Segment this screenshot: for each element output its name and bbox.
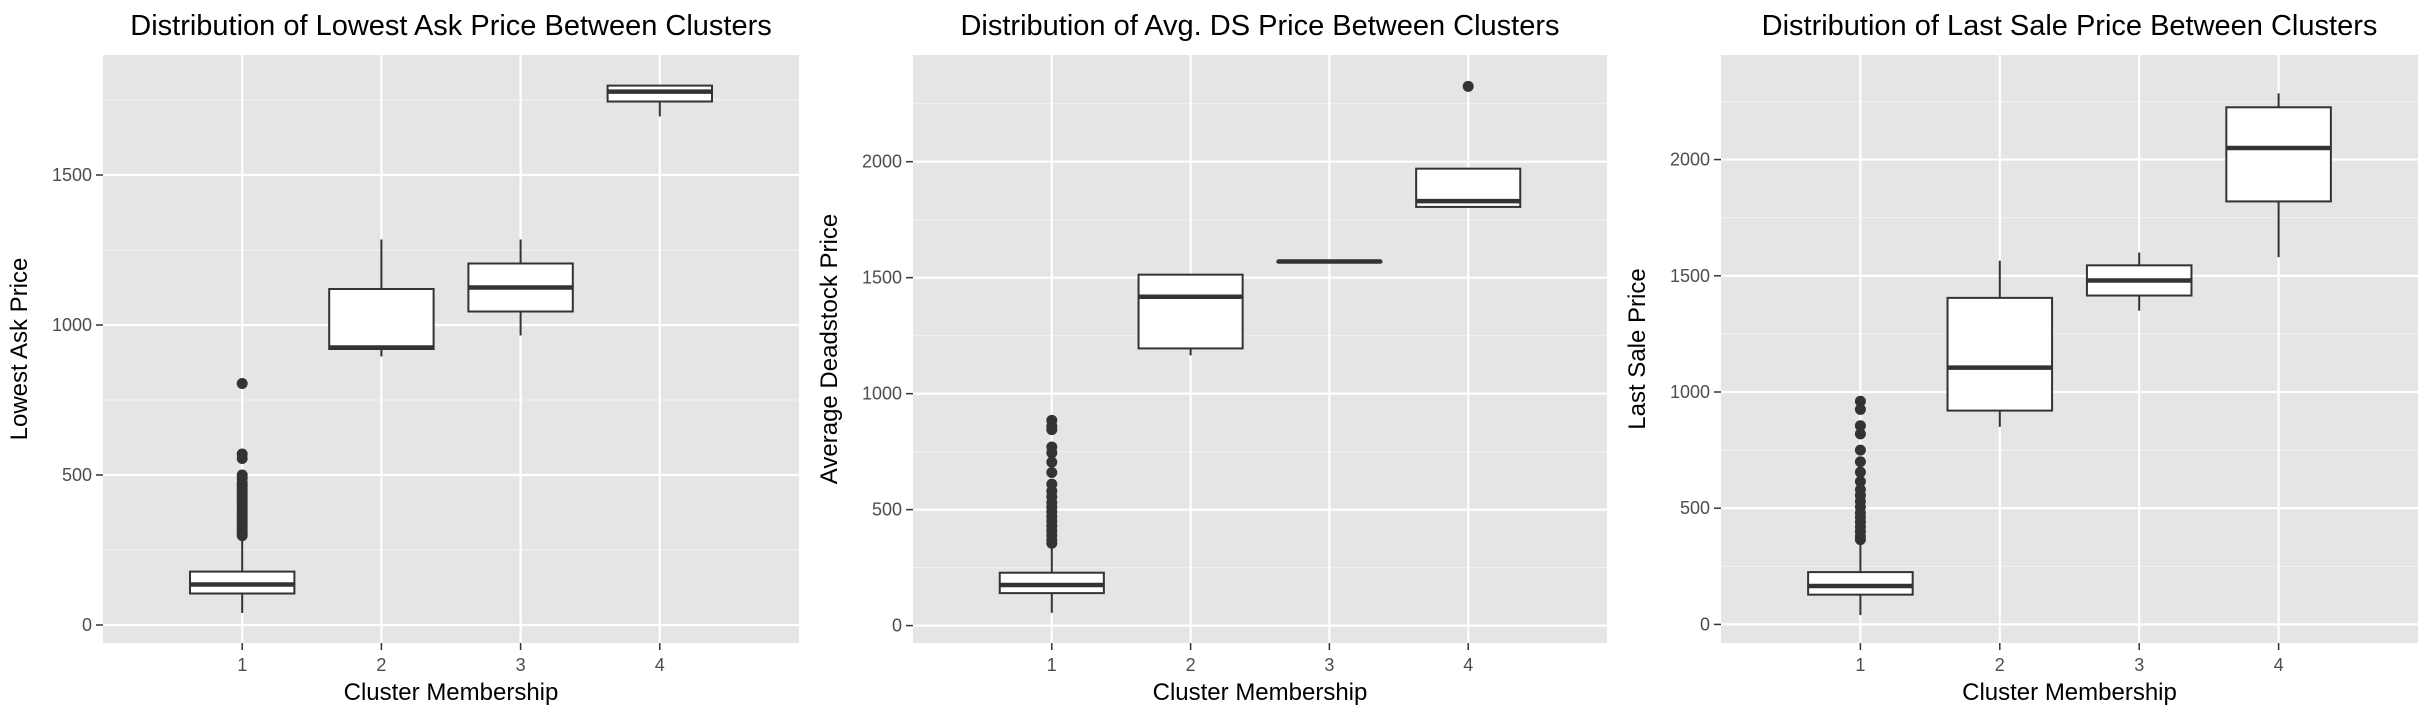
outlier-point — [1854, 534, 1866, 546]
box-cluster-1 — [998, 414, 1105, 613]
outlier-point — [1046, 456, 1058, 468]
x-tick-label: 2 — [1995, 655, 2005, 675]
box-cluster-4 — [2225, 93, 2332, 258]
x-axis-title: Cluster Membership — [1153, 679, 1368, 706]
panel-background — [913, 55, 1607, 643]
box-cluster-3 — [2085, 252, 2193, 311]
box-iqr — [1946, 296, 2054, 412]
box-cluster-1 — [189, 378, 296, 613]
outlier-point — [1854, 466, 1866, 478]
outlier-point — [1854, 475, 1866, 487]
x-tick-label: 2 — [376, 655, 386, 675]
x-tick-label: 3 — [516, 655, 526, 675]
y-tick-label: 2000 — [1670, 150, 1710, 170]
y-tick-label: 0 — [82, 615, 92, 635]
x-axis-title: Cluster Membership — [344, 679, 559, 706]
outlier-point — [1854, 444, 1866, 456]
chart-panel-3: 0 500 1000 1500 2000 1 2 3 4 Cluster Membership La… — [1624, 10, 2418, 706]
chart-panel-2: 0 500 1000 1500 2000 1 2 3 4 Cluster Membership Av… — [816, 10, 1607, 706]
y-tick-label: 1500 — [862, 268, 902, 288]
outlier-point — [1046, 424, 1058, 436]
outlier-point — [236, 378, 248, 389]
y-tick-label: 1500 — [52, 165, 92, 185]
x-tick-label: 4 — [1463, 655, 1473, 675]
outlier-point — [1854, 420, 1866, 432]
x-tick-label: 1 — [1047, 655, 1057, 675]
box-iqr — [2225, 106, 2332, 203]
y-tick-label: 2000 — [862, 152, 902, 172]
y-tick-label: 1500 — [1670, 266, 1710, 286]
chart-panel-1: 0 500 1000 1500 1 2 3 4 Cluster Membership Lowest… — [6, 10, 799, 706]
y-axis-title: Last Sale Price — [1624, 268, 1651, 429]
box-iqr — [1137, 273, 1244, 350]
x-tick-label: 4 — [2274, 655, 2284, 675]
x-axis-title: Cluster Membership — [1962, 679, 2177, 706]
outlier-point — [236, 530, 248, 542]
x-tick-label: 1 — [1855, 655, 1865, 675]
outlier-point — [1046, 537, 1058, 549]
box-cluster-2 — [1137, 273, 1244, 356]
y-tick-label: 500 — [1680, 498, 1710, 518]
box-cluster-1 — [1807, 395, 1914, 616]
chart-title: Distribution of Lowest Ask Price Between… — [130, 10, 772, 42]
box-cluster-2 — [328, 239, 435, 357]
box-iqr — [328, 288, 435, 350]
outlier-point — [1854, 428, 1866, 440]
x-tick-label: 3 — [1324, 655, 1334, 675]
y-axis-title: Average Deadstock Price — [816, 214, 843, 484]
panel-background — [103, 55, 799, 643]
x-tick-label: 3 — [2134, 655, 2144, 675]
y-tick-label: 0 — [1700, 614, 1710, 634]
chart-title: Distribution of Avg. DS Price Between Cl… — [960, 10, 1559, 42]
y-tick-label: 500 — [62, 465, 92, 485]
box-cluster-4 — [1415, 80, 1522, 208]
y-tick-label: 1000 — [862, 384, 902, 404]
x-tick-label: 2 — [1186, 655, 1196, 675]
y-tick-label: 1000 — [1670, 382, 1710, 402]
outlier-point — [1046, 447, 1058, 459]
box-cluster-2 — [1946, 260, 2054, 427]
outlier-point — [236, 453, 248, 464]
outlier-point — [1046, 467, 1058, 479]
box-cluster-4 — [606, 84, 713, 117]
outlier-point — [1462, 80, 1474, 92]
y-axis-title: Lowest Ask Price — [6, 258, 33, 441]
outlier-point — [1854, 456, 1866, 468]
y-tick-label: 500 — [872, 500, 902, 520]
x-tick-label: 1 — [237, 655, 247, 675]
box-cluster-3 — [1276, 259, 1383, 264]
y-tick-label: 1000 — [52, 315, 92, 335]
chart-title: Distribution of Last Sale Price Between … — [1762, 10, 2378, 42]
outlier-point — [1854, 395, 1866, 407]
box-cluster-3 — [467, 239, 574, 336]
box-iqr — [1807, 571, 1914, 596]
outlier-point — [1854, 403, 1866, 415]
x-tick-label: 4 — [655, 655, 665, 675]
y-tick-label: 0 — [892, 616, 902, 636]
